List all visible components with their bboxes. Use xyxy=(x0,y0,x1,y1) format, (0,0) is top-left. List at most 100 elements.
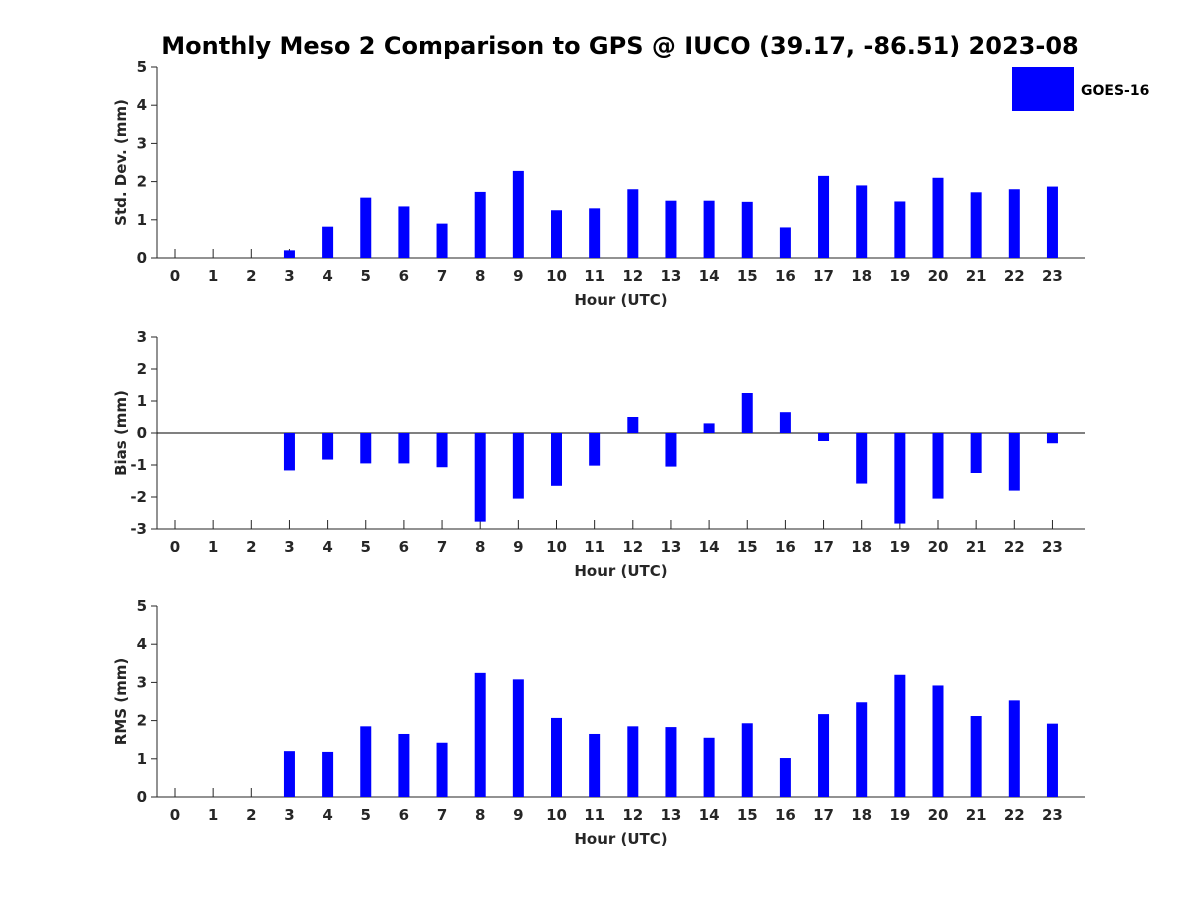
std-bar-hour-17 xyxy=(818,175,830,258)
bias-y-tick-label: 1 xyxy=(137,392,147,410)
rms-bar-hour-18 xyxy=(856,702,868,797)
rms-x-tick-label: 23 xyxy=(1042,806,1063,824)
rms-bar-hour-4 xyxy=(322,751,334,797)
rms-bar-hour-23 xyxy=(1046,723,1058,797)
bias-x-tick-label: 4 xyxy=(322,538,332,556)
std-y-tick-label: 4 xyxy=(137,96,147,114)
rms-x-tick-label: 14 xyxy=(699,806,720,824)
std-bar-hour-4 xyxy=(322,226,334,258)
std-x-tick-label: 16 xyxy=(775,267,796,285)
std-bar-hour-11 xyxy=(589,208,601,258)
std-y-tick-label: 1 xyxy=(137,211,147,229)
rms-bar-hour-5 xyxy=(360,726,372,797)
rms-bar-hour-13 xyxy=(665,727,677,797)
std-x-tick-label: 15 xyxy=(737,267,758,285)
bias-x-tick-label: 0 xyxy=(170,538,180,556)
rms-x-tick-label: 8 xyxy=(475,806,485,824)
rms-y-label: RMS (mm) xyxy=(112,658,130,745)
std-x-tick-label: 6 xyxy=(399,267,409,285)
rms-x-tick-label: 13 xyxy=(661,806,682,824)
std-x-tick-label: 19 xyxy=(889,267,910,285)
std-x-tick-label: 13 xyxy=(661,267,682,285)
rms-x-tick-label: 15 xyxy=(737,806,758,824)
bias-bar-hour-11 xyxy=(589,433,601,466)
std-x-tick-label: 3 xyxy=(284,267,294,285)
rms-x-tick-label: 5 xyxy=(361,806,371,824)
std-bar-hour-15 xyxy=(741,201,753,258)
bias-x-tick-label: 7 xyxy=(437,538,447,556)
bias-bar-hour-23 xyxy=(1046,433,1058,444)
std-x-tick-label: 21 xyxy=(966,267,987,285)
std-y-tick-label: 3 xyxy=(137,134,147,152)
bias-bar-hour-19 xyxy=(894,433,906,524)
bias-bar-hour-20 xyxy=(932,433,944,499)
bias-bar-hour-18 xyxy=(856,433,868,484)
bias-y-tick-label: -1 xyxy=(130,456,147,474)
std-bar-hour-8 xyxy=(474,191,486,258)
std-bar-hour-13 xyxy=(665,200,677,258)
bias-bar-hour-17 xyxy=(818,433,830,441)
bias-x-tick-label: 15 xyxy=(737,538,758,556)
rms-x-tick-label: 1 xyxy=(208,806,218,824)
rms-bar-hour-12 xyxy=(627,726,639,797)
rms-x-tick-label: 9 xyxy=(513,806,523,824)
std-y-tick-label: 0 xyxy=(137,249,147,267)
std-bar-hour-9 xyxy=(512,170,524,258)
rms-bar-hour-22 xyxy=(1008,700,1020,797)
std-x-tick-label: 2 xyxy=(246,267,256,285)
rms-x-tick-label: 11 xyxy=(584,806,605,824)
bias-x-tick-label: 23 xyxy=(1042,538,1063,556)
bias-y-tick-label: -2 xyxy=(130,488,147,506)
bias-y-tick-label: -3 xyxy=(130,520,147,538)
std-bar-hour-20 xyxy=(932,177,944,258)
std-bar-hour-19 xyxy=(894,201,906,258)
bias-bar-hour-6 xyxy=(398,433,410,464)
std-bar-hour-14 xyxy=(703,200,715,258)
rms-x-tick-label: 16 xyxy=(775,806,796,824)
std-y-tick-label: 5 xyxy=(137,58,147,76)
rms-x-tick-label: 10 xyxy=(546,806,567,824)
bias-x-tick-label: 8 xyxy=(475,538,485,556)
rms-x-tick-label: 19 xyxy=(889,806,910,824)
rms-x-tick-label: 17 xyxy=(813,806,834,824)
std-x-tick-label: 1 xyxy=(208,267,218,285)
rms-bar-hour-19 xyxy=(894,674,906,797)
std-bar-hour-12 xyxy=(627,189,639,258)
rms-bar-hour-11 xyxy=(589,733,601,797)
bias-bar-hour-16 xyxy=(779,412,791,433)
std-x-tick-label: 7 xyxy=(437,267,447,285)
rms-x-tick-label: 6 xyxy=(399,806,409,824)
bias-bar-hour-14 xyxy=(703,423,715,433)
std-bar-hour-10 xyxy=(551,210,562,258)
rms-y-tick-label: 0 xyxy=(137,788,147,806)
bias-bar-hour-10 xyxy=(551,433,562,486)
std-x-label: Hour (UTC) xyxy=(574,291,667,309)
bias-x-tick-label: 19 xyxy=(889,538,910,556)
bias-bar-hour-13 xyxy=(665,433,677,467)
bias-x-tick-label: 9 xyxy=(513,538,523,556)
rms-x-tick-label: 2 xyxy=(246,806,256,824)
rms-y-tick-label: 3 xyxy=(137,673,147,691)
bias-y-tick-label: 3 xyxy=(137,328,147,346)
std-bar-hour-3 xyxy=(283,250,295,258)
bias-x-tick-label: 17 xyxy=(813,538,834,556)
rms-x-tick-label: 18 xyxy=(851,806,872,824)
std-x-tick-label: 4 xyxy=(322,267,332,285)
rms-bar-hour-20 xyxy=(932,685,944,797)
std-x-tick-label: 8 xyxy=(475,267,485,285)
bias-y-label: Bias (mm) xyxy=(112,390,130,476)
std-bar-hour-21 xyxy=(970,192,982,258)
rms-x-tick-label: 12 xyxy=(622,806,643,824)
rms-x-tick-label: 3 xyxy=(284,806,294,824)
bias-x-label: Hour (UTC) xyxy=(574,562,667,580)
bias-x-tick-label: 6 xyxy=(399,538,409,556)
std-bar-hour-7 xyxy=(436,223,448,258)
std-x-tick-label: 11 xyxy=(584,267,605,285)
bias-y-tick-label: 0 xyxy=(137,424,147,442)
bias-x-tick-label: 22 xyxy=(1004,538,1025,556)
